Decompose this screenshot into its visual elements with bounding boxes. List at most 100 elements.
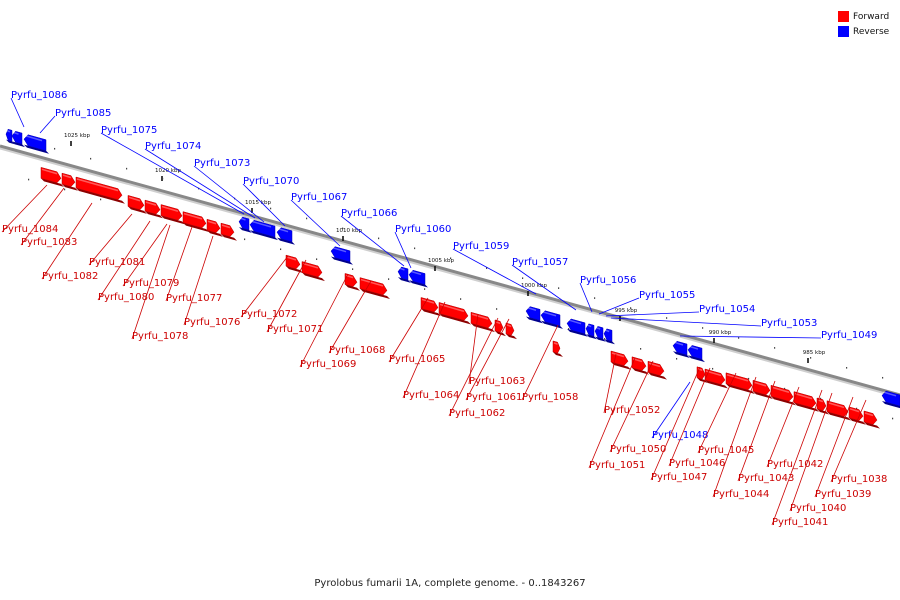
leader-line — [814, 396, 854, 498]
reverse-gene-box — [397, 266, 411, 283]
forward-gene-label-pyrfu-1061: Pyrfu_1061 — [466, 392, 522, 403]
forward-gene-label-pyrfu-1076: Pyrfu_1076 — [184, 317, 240, 328]
leader-line — [1, 184, 48, 233]
forward-gene-label-pyrfu-1081: Pyrfu_1081 — [89, 257, 145, 268]
axis-minor-dot — [64, 188, 66, 191]
leader-line — [394, 231, 412, 269]
forward-gene-label-pyrfu-1044: Pyrfu_1044 — [713, 489, 769, 500]
axis-minor-dot — [450, 257, 452, 260]
leader-line — [651, 381, 691, 439]
forward-gene-label-pyrfu-1058: Pyrfu_1058 — [522, 392, 578, 403]
forward-gene-box — [438, 302, 471, 325]
forward-gene-box — [301, 261, 325, 282]
forward-gene-box — [610, 350, 631, 370]
leader-line — [340, 215, 405, 267]
leader-line — [650, 366, 701, 481]
leader-line — [10, 97, 25, 128]
axis-minor-dot — [522, 277, 524, 279]
axis-minor-dot — [856, 407, 858, 410]
forward-gene-label-pyrfu-1045: Pyrfu_1045 — [698, 445, 754, 456]
leader-line — [588, 357, 636, 469]
axis-minor-dot — [270, 207, 272, 210]
reverse-gene-label-pyrfu-1074: Pyrfu_1074 — [145, 141, 201, 152]
forward-gene-label-pyrfu-1082: Pyrfu_1082 — [42, 271, 98, 282]
forward-gene-box — [144, 199, 163, 219]
leader-line — [605, 311, 700, 317]
leader-line — [39, 115, 56, 134]
reverse-gene-label-pyrfu-1060: Pyrfu_1060 — [395, 224, 451, 235]
axis-tick-label: 985 kbp — [803, 350, 826, 356]
forward-gene-box — [647, 360, 667, 380]
leader-line — [737, 380, 776, 482]
leader-line — [603, 353, 617, 414]
leader-line — [712, 376, 757, 498]
forward-gene-box — [793, 391, 819, 412]
leader-line — [452, 248, 537, 295]
axis-minor-dot — [640, 348, 642, 350]
reverse-gene-label-pyrfu-1066: Pyrfu_1066 — [341, 208, 397, 219]
reverse-gene-label-pyrfu-1073: Pyrfu_1073 — [194, 158, 250, 169]
reverse-gene-box — [540, 310, 563, 329]
axis-minor-dot — [414, 247, 416, 250]
reverse-gene-box — [881, 390, 900, 409]
axis-minor-dot — [568, 328, 570, 330]
forward-gene-label-pyrfu-1043: Pyrfu_1043 — [738, 473, 794, 484]
reverse-gene-label-pyrfu-1085: Pyrfu_1085 — [55, 108, 111, 119]
reverse-gene-box — [5, 128, 15, 145]
forward-gene-box — [863, 410, 880, 429]
axis-minor-dot — [496, 308, 498, 310]
forward-gene-box — [494, 319, 506, 337]
axis-minor-dot — [28, 178, 30, 181]
axis-minor-dot — [342, 227, 344, 230]
forward-gene-box — [752, 379, 773, 399]
axis-minor-dot — [558, 287, 560, 289]
forward-gene-label-pyrfu-1084: Pyrfu_1084 — [2, 224, 58, 235]
axis-minor-dot — [316, 258, 318, 261]
leader-line — [789, 392, 833, 512]
forward-gene-box — [127, 195, 147, 214]
reverse-gene-label-pyrfu-1067: Pyrfu_1067 — [291, 192, 347, 203]
axis-minor-dot — [882, 376, 884, 379]
leader-line — [144, 148, 256, 219]
forward-gene-box — [359, 277, 390, 300]
axis-minor-dot — [666, 317, 668, 319]
axis-minor-dot — [846, 367, 848, 369]
axis-tick-label: 995 kbp — [615, 308, 638, 314]
leader-line — [388, 297, 429, 363]
axis-minor-dot — [306, 217, 308, 220]
reverse-gene-box — [23, 134, 49, 154]
axis-line — [0, 144, 900, 397]
reverse-gene-box — [687, 345, 705, 363]
axis-minor-dot — [604, 338, 606, 340]
axis-tick-label: 1005 kbp — [428, 258, 454, 264]
reverse-gene-label-pyrfu-1070: Pyrfu_1070 — [243, 176, 299, 187]
leader-line — [20, 187, 65, 246]
leader-line — [242, 183, 286, 227]
axis-minor-dot — [378, 237, 380, 240]
reverse-gene-box — [330, 246, 353, 265]
forward-gene-label-pyrfu-1040: Pyrfu_1040 — [790, 503, 846, 514]
leader-line — [766, 386, 800, 468]
axis-minor-dot — [424, 288, 426, 290]
forward-gene-label-pyrfu-1046: Pyrfu_1046 — [669, 458, 725, 469]
forward-gene-label-pyrfu-1042: Pyrfu_1042 — [767, 459, 823, 470]
reverse-gene-box — [585, 323, 597, 340]
axis-minor-dot — [748, 377, 750, 380]
leader-line — [610, 317, 762, 327]
reverse-gene-box — [249, 219, 278, 241]
axis-minor-dot — [162, 177, 164, 180]
axis-minor-dot — [594, 297, 596, 299]
axis-minor-dot — [486, 267, 488, 270]
leader-line — [668, 367, 711, 467]
forward-gene-box — [160, 204, 185, 225]
forward-gene-box — [220, 222, 237, 241]
axis-minor-dot — [630, 307, 632, 309]
axis-minor-dot — [280, 248, 282, 251]
reverse-gene-label-pyrfu-1059: Pyrfu_1059 — [453, 241, 509, 252]
leader-line — [521, 324, 559, 401]
forward-gene-box — [725, 372, 755, 395]
legend: Forward Reverse — [838, 9, 889, 39]
leader-line — [88, 213, 133, 266]
axis-tick-label: 1025 kbp — [64, 133, 90, 139]
forward-gene-box — [826, 400, 851, 421]
